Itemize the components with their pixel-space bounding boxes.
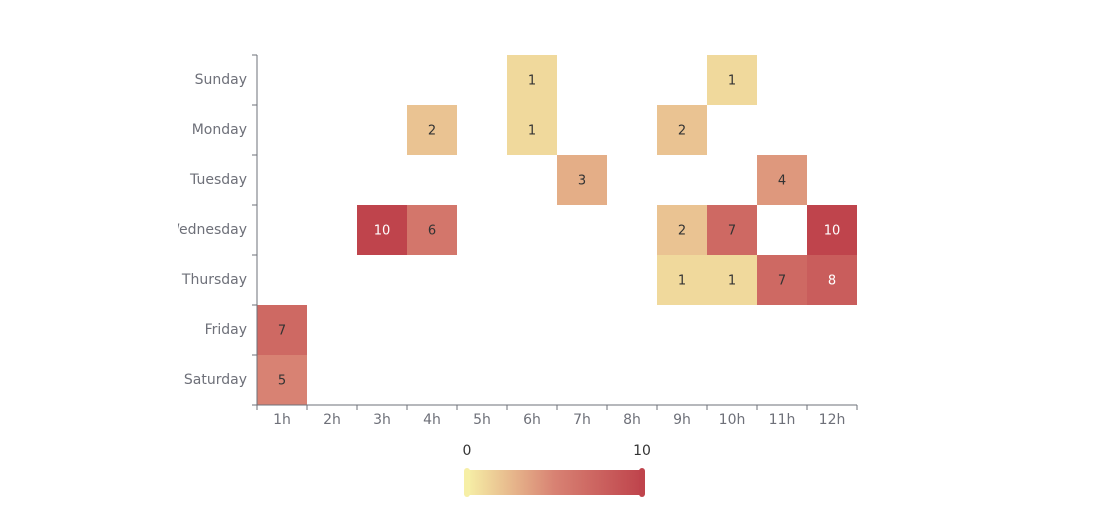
cell-label: 1 (678, 274, 686, 289)
heatmap-cell (407, 105, 457, 155)
visual-map-handle[interactable] (464, 468, 470, 497)
cell-label: 5 (278, 374, 286, 389)
heatmap-cell (557, 155, 607, 205)
heatmap-cell (407, 205, 457, 255)
cell-label: 1 (528, 124, 536, 139)
visual-map-max: 10 (633, 443, 651, 459)
heatmap-cell (507, 55, 557, 105)
y-tick-label: Wednesday (166, 222, 247, 238)
cell-label: 1 (728, 74, 736, 89)
cell-label: 8 (828, 274, 836, 289)
cell-label: 10 (824, 224, 841, 239)
cell-label: 1 (728, 274, 736, 289)
heatmap-cell (357, 205, 407, 255)
cell-label: 7 (728, 224, 736, 239)
y-axis-labels: Sunday Monday Tuesday Wednesday Thursday Frid… (166, 72, 247, 388)
x-tick-label: 8h (623, 412, 641, 428)
y-tick-label: Friday (205, 322, 247, 338)
x-tick-label: 4h (423, 412, 441, 428)
cell-label: 7 (778, 274, 786, 289)
visual-map-handle[interactable] (639, 468, 645, 497)
visual-map-min: 0 (463, 443, 472, 459)
heatmap-cell (707, 205, 757, 255)
y-tick-label: Saturday (184, 372, 247, 388)
heatmap-cell (707, 255, 757, 305)
x-tick-label: 1h (273, 412, 291, 428)
cell-label: 4 (778, 174, 786, 189)
cell-label: 1 (528, 74, 536, 89)
x-tick-label: 5h (473, 412, 491, 428)
heatmap-cell (657, 255, 707, 305)
heatmap-cell (807, 205, 857, 255)
cell-label: 3 (578, 174, 586, 189)
x-tick-label: 6h (523, 412, 541, 428)
y-tick-label: Monday (192, 122, 247, 138)
x-tick-label: 3h (373, 412, 391, 428)
x-tick-label: 9h (673, 412, 691, 428)
cell-label: 6 (428, 224, 436, 239)
cell-label: 2 (678, 224, 686, 239)
heatmap-cell (807, 255, 857, 305)
heatmap-cell (707, 55, 757, 105)
y-tick-label: Sunday (195, 72, 247, 88)
x-tick-label: 2h (323, 412, 341, 428)
visual-map-bar (467, 470, 642, 495)
cell-label: 2 (678, 124, 686, 139)
cell-label: 7 (278, 324, 286, 339)
x-tick-label: 10h (719, 412, 746, 428)
heatmap-cell (657, 205, 707, 255)
cell-label: 2 (428, 124, 436, 139)
heatmap-cell (507, 105, 557, 155)
heatmap-cell (657, 105, 707, 155)
y-tick-label: Tuesday (189, 172, 247, 188)
heatmap-cell (257, 355, 307, 405)
x-tick-label: 12h (819, 412, 846, 428)
heatmap-cell (257, 305, 307, 355)
y-tick-label: Thursday (181, 272, 247, 288)
heatmap-cell (757, 255, 807, 305)
x-tick-label: 7h (573, 412, 591, 428)
x-tick-label: 11h (769, 412, 796, 428)
cell-label: 10 (374, 224, 391, 239)
heatmap-cell (757, 155, 807, 205)
